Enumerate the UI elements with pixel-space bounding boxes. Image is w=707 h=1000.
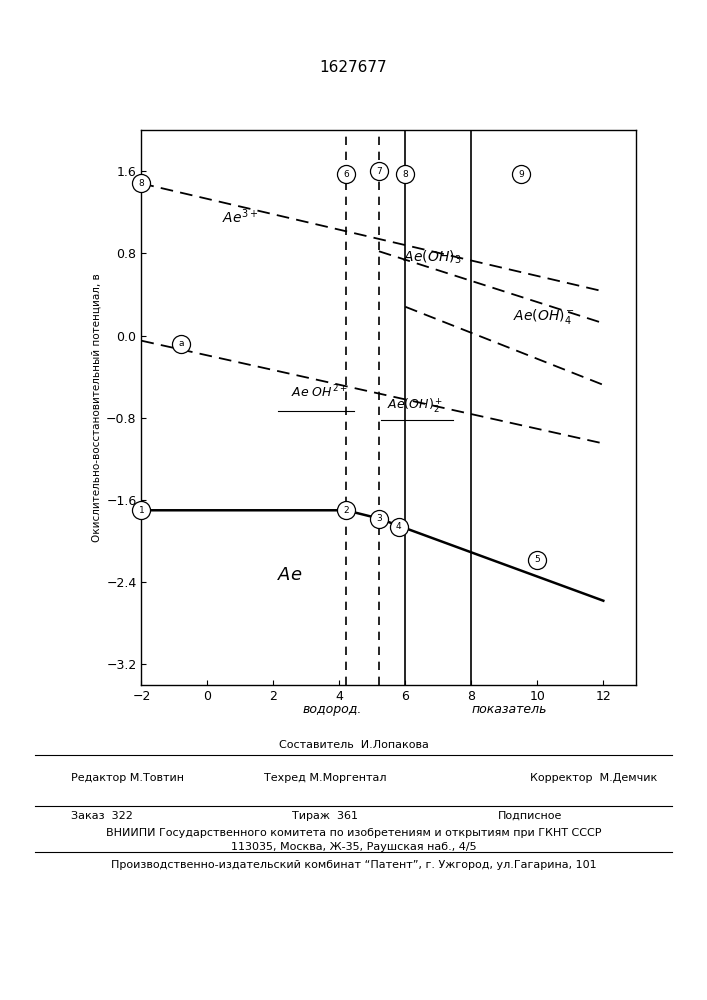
Text: Тираж  361: Тираж 361	[292, 811, 358, 821]
Text: Заказ  322: Заказ 322	[71, 811, 133, 821]
Text: $Ae^{3+}$: $Ae^{3+}$	[222, 207, 259, 226]
Text: 4: 4	[396, 522, 402, 531]
Text: Составитель  И.Лопакова: Составитель И.Лопакова	[279, 740, 428, 750]
Text: a: a	[178, 339, 184, 348]
Text: 1: 1	[139, 506, 144, 515]
Text: 3: 3	[376, 514, 382, 523]
Text: 113035, Москва, Ж-35, Раушская наб., 4/5: 113035, Москва, Ж-35, Раушская наб., 4/5	[230, 842, 477, 852]
Text: 5: 5	[534, 555, 540, 564]
Text: водород.: водород.	[303, 703, 362, 716]
Text: 8: 8	[139, 179, 144, 188]
Text: 8: 8	[402, 170, 408, 179]
Text: 1627677: 1627677	[320, 60, 387, 76]
Text: Подписное: Подписное	[498, 811, 563, 821]
Text: Корректор  М.Демчик: Корректор М.Демчик	[530, 773, 658, 783]
Text: $Ae\ OH^{2+}$: $Ae\ OH^{2+}$	[291, 384, 348, 400]
Text: 2: 2	[343, 506, 349, 515]
Text: Производственно-издательский комбинат “Патент”, г. Ужгород, ул.Гагарина, 101: Производственно-издательский комбинат “П…	[111, 860, 596, 870]
Text: $Ae(OH)_2^+$: $Ae(OH)_2^+$	[387, 397, 443, 415]
Text: 7: 7	[376, 167, 382, 176]
Text: $Ae$: $Ae$	[277, 566, 303, 584]
Text: Техред М.Моргентал: Техред М.Моргентал	[264, 773, 387, 783]
Text: показатель: показатель	[472, 703, 547, 716]
Text: $Ae(OH)_4^-$: $Ae(OH)_4^-$	[513, 307, 575, 326]
Text: $Ae(OH)_3$: $Ae(OH)_3$	[402, 249, 461, 266]
Text: 6: 6	[343, 170, 349, 179]
Text: 9: 9	[518, 170, 524, 179]
Text: ВНИИПИ Государственного комитета по изобретениям и открытиям при ГКНТ СССР: ВНИИПИ Государственного комитета по изоб…	[106, 828, 601, 838]
Text: Редактор М.Товтин: Редактор М.Товтин	[71, 773, 184, 783]
Y-axis label: Окислительно-восстановительный потенциал, в: Окислительно-восстановительный потенциал…	[92, 273, 102, 542]
